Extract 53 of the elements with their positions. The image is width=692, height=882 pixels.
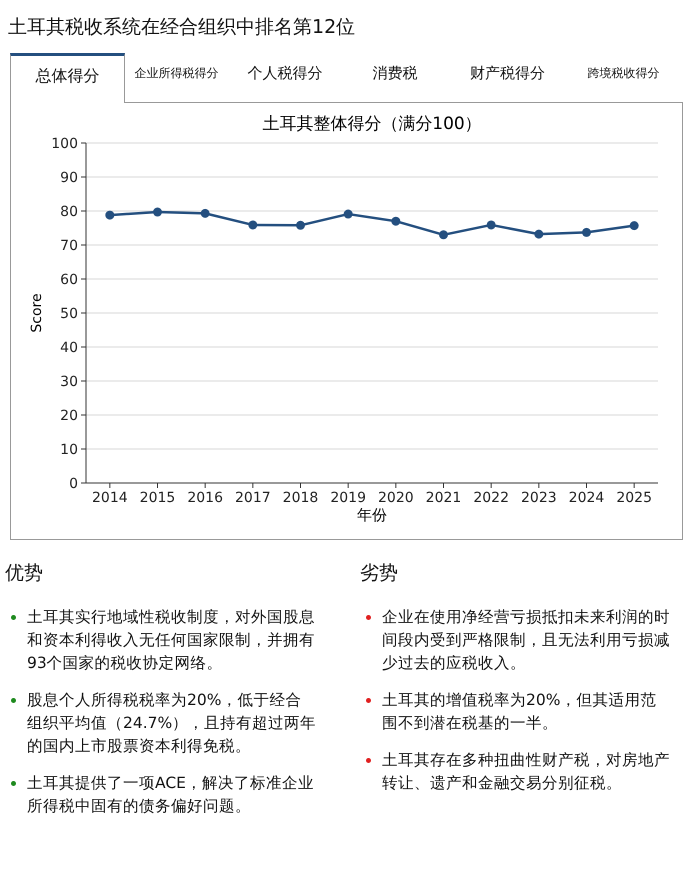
- text: 总体得分: [10, 53, 125, 103]
- point: [391, 216, 400, 226]
- x-tick-label: 2015: [140, 490, 176, 506]
- point: [200, 208, 210, 218]
- x-tick-label: 2019: [330, 490, 366, 506]
- text: 土耳其存在多种扭曲性财产税，对房地产转让、遗产和金融交易分别征税。: [381, 750, 671, 794]
- text: 土耳其税收系统在经合组织中排名第12位: [8, 15, 356, 40]
- x-tick-label: 2020: [378, 490, 414, 506]
- point: [153, 208, 162, 217]
- y-tick-label: 50: [60, 306, 78, 322]
- y-tick-label: 90: [60, 170, 78, 186]
- point: [630, 221, 639, 230]
- text: 股息个人所得税税率为20%，低于经合组织平均值（24.7%），且持有超过两年的国内上市股票资本利得免税。: [26, 690, 317, 757]
- x-tick-label: 2024: [568, 490, 604, 506]
- text: 优势: [5, 561, 44, 586]
- text: 个人税得分: [246, 63, 324, 84]
- text: 劣势: [360, 561, 399, 586]
- x-tick-label: 2017: [235, 490, 271, 506]
- text: 土耳其的增值税率为20%，但其适用范围不到潜在税基的一半。: [381, 690, 658, 734]
- y-tick-label: 10: [60, 442, 78, 458]
- text: 财产税得分: [469, 63, 546, 84]
- y-tick-label: 0: [69, 476, 78, 492]
- x-tick-label: 2018: [282, 490, 318, 506]
- text: 土耳其实行地域性税收制度，对外国股息和资本利得收入无任何国家限制，并拥有93个国家的税收协定网络。: [26, 607, 316, 674]
- x-tick-label: 2025: [616, 490, 652, 506]
- y-tick-label: 70: [60, 238, 78, 254]
- text: 企业在使用净经营亏损抵扣未来利润的时间段内受到严格限制，且无法利用亏损减少过去的应税收入。: [381, 607, 671, 674]
- point: [439, 230, 448, 240]
- y-axis-title: Score: [29, 293, 45, 333]
- x-tick-label: 2023: [521, 490, 557, 506]
- point: [582, 228, 591, 237]
- chart-title: 土耳其整体得分（满分100）: [262, 114, 482, 134]
- y-tick-label: 40: [60, 340, 78, 356]
- point: [534, 230, 544, 239]
- text: 消费税: [372, 63, 418, 84]
- point: [296, 220, 305, 230]
- x-tick-label: 2021: [426, 490, 462, 506]
- y-tick-label: 80: [60, 204, 78, 220]
- x-tick-label: 2022: [473, 490, 509, 506]
- y-tick-label: 20: [60, 408, 78, 424]
- y-tick-label: 30: [60, 374, 78, 390]
- point: [105, 210, 114, 220]
- text: 土耳其提供了一项ACE，解决了标准企业所得税中固有的债务偏好问题。: [26, 773, 315, 817]
- x-axis-title: 年份: [357, 506, 387, 524]
- point: [344, 210, 353, 219]
- text: 企业所得税得分: [134, 65, 220, 82]
- y-tick-label: 100: [51, 136, 78, 152]
- x-tick-label: 2016: [187, 490, 224, 506]
- point: [486, 220, 496, 230]
- x-tick-label: 2014: [92, 490, 128, 506]
- y-tick-label: 60: [60, 272, 78, 288]
- text: 跨境税收得分: [586, 65, 660, 82]
- point: [248, 220, 258, 230]
